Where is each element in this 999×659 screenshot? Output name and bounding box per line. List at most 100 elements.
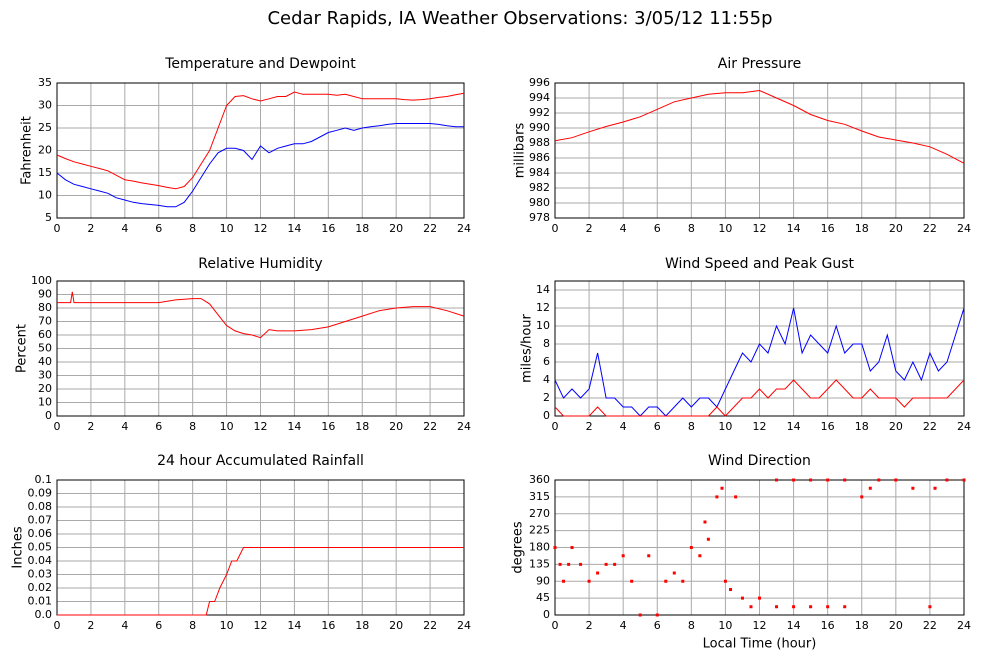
x-tick-label: 12 [254, 619, 268, 632]
data-point [775, 605, 779, 609]
x-tick-label: 14 [787, 420, 801, 433]
data-point [703, 520, 707, 524]
x-tick-label: 24 [457, 420, 471, 433]
data-point [672, 571, 676, 575]
y-tick-label: 30 [38, 369, 52, 382]
y-tick-label: 990 [529, 121, 550, 134]
data-point [758, 596, 761, 600]
y-tick-label: 20 [38, 382, 52, 395]
y-tick-label: 978 [529, 211, 550, 224]
x-tick-label: 24 [957, 619, 971, 632]
x-tick-label: 8 [189, 420, 196, 433]
x-tick-label: 16 [821, 420, 835, 433]
y-tick-label: 980 [529, 196, 550, 209]
data-point [860, 495, 864, 499]
x-tick-label: 12 [254, 222, 268, 235]
x-tick-label: 10 [718, 222, 732, 235]
x-tick-label: 20 [889, 619, 903, 632]
data-point [723, 579, 727, 583]
x-tick-label: 10 [220, 420, 234, 433]
data-point [877, 478, 881, 482]
x-tick-label: 12 [753, 420, 767, 433]
y-tick-label: 0.05 [28, 541, 53, 554]
data-line [57, 291, 465, 339]
x-tick-label: 22 [923, 619, 937, 632]
y-tick-label: 0 [45, 409, 52, 422]
x-tick-label: 18 [355, 222, 369, 235]
x-tick-label: 4 [620, 420, 627, 433]
data-point [570, 546, 574, 549]
data-point [604, 562, 608, 566]
x-tick-label: 2 [586, 222, 593, 235]
y-tick-label: 2 [543, 391, 550, 404]
page-title: Cedar Rapids, IA Weather Observations: 3… [267, 8, 772, 29]
data-point [826, 478, 830, 482]
data-point [596, 571, 600, 575]
data-point [579, 562, 583, 566]
x-tick-label: 14 [287, 619, 301, 632]
x-tick-label: 8 [189, 222, 196, 235]
y-tick-label: 0 [543, 608, 550, 621]
data-point [962, 478, 966, 482]
x-tick-label: 16 [321, 222, 335, 235]
y-axis-label: degrees [511, 521, 526, 574]
x-tick-label: 20 [889, 420, 903, 433]
data-point [792, 478, 796, 482]
data-point [715, 495, 719, 499]
y-tick-label: 15 [38, 166, 52, 179]
y-tick-label: 40 [38, 355, 52, 368]
data-point [734, 495, 738, 499]
y-tick-label: 14 [536, 283, 550, 296]
x-tick-label: 6 [155, 222, 162, 235]
x-tick-label: 22 [923, 420, 937, 433]
chart-title: Temperature and Dewpoint [164, 56, 356, 72]
x-tick-label: 16 [821, 222, 835, 235]
y-tick-label: 270 [529, 507, 550, 520]
y-tick-label: 0.0 [35, 608, 53, 621]
data-point [558, 562, 562, 566]
y-tick-label: 994 [529, 91, 550, 104]
x-tick-label: 0 [54, 222, 61, 235]
x-tick-label: 12 [254, 420, 268, 433]
x-tick-label: 14 [287, 420, 301, 433]
y-axis-label: Inches [11, 526, 26, 568]
x-tick-label: 12 [753, 222, 767, 235]
x-tick-label: 8 [688, 619, 695, 632]
data-point [647, 554, 651, 558]
y-tick-label: 988 [529, 136, 550, 149]
data-point [843, 605, 847, 609]
y-tick-label: 60 [38, 328, 52, 341]
data-point [587, 579, 591, 583]
y-tick-label: 180 [529, 541, 550, 554]
plot-border [554, 82, 965, 219]
data-point [749, 605, 753, 609]
x-tick-label: 10 [220, 619, 234, 632]
x-tick-label: 4 [620, 222, 627, 235]
x-tick-label: 0 [552, 222, 559, 235]
x-tick-label: 24 [957, 420, 971, 433]
x-tick-label: 14 [287, 222, 301, 235]
data-point [681, 579, 685, 583]
x-tick-label: 8 [688, 222, 695, 235]
x-tick-label: 12 [753, 619, 767, 632]
x-tick-label: 0 [54, 420, 61, 433]
data-point [911, 486, 915, 490]
data-point [562, 579, 566, 583]
x-tick-label: 18 [855, 222, 869, 235]
y-tick-label: 135 [529, 557, 550, 570]
data-line [554, 89, 965, 164]
y-tick-label: 50 [38, 342, 52, 355]
y-tick-label: 90 [38, 288, 52, 301]
y-axis-label: Fahrenheit [20, 116, 35, 185]
y-tick-label: 10 [38, 189, 52, 202]
data-point [655, 613, 659, 617]
y-tick-label: 986 [529, 151, 550, 164]
chart-title: Relative Humidity [198, 256, 322, 272]
x-tick-label: 10 [220, 222, 234, 235]
y-tick-label: 25 [38, 121, 52, 134]
y-tick-label: 90 [536, 574, 550, 587]
data-point [706, 537, 710, 541]
data-point [868, 486, 872, 490]
x-tick-label: 22 [423, 420, 437, 433]
